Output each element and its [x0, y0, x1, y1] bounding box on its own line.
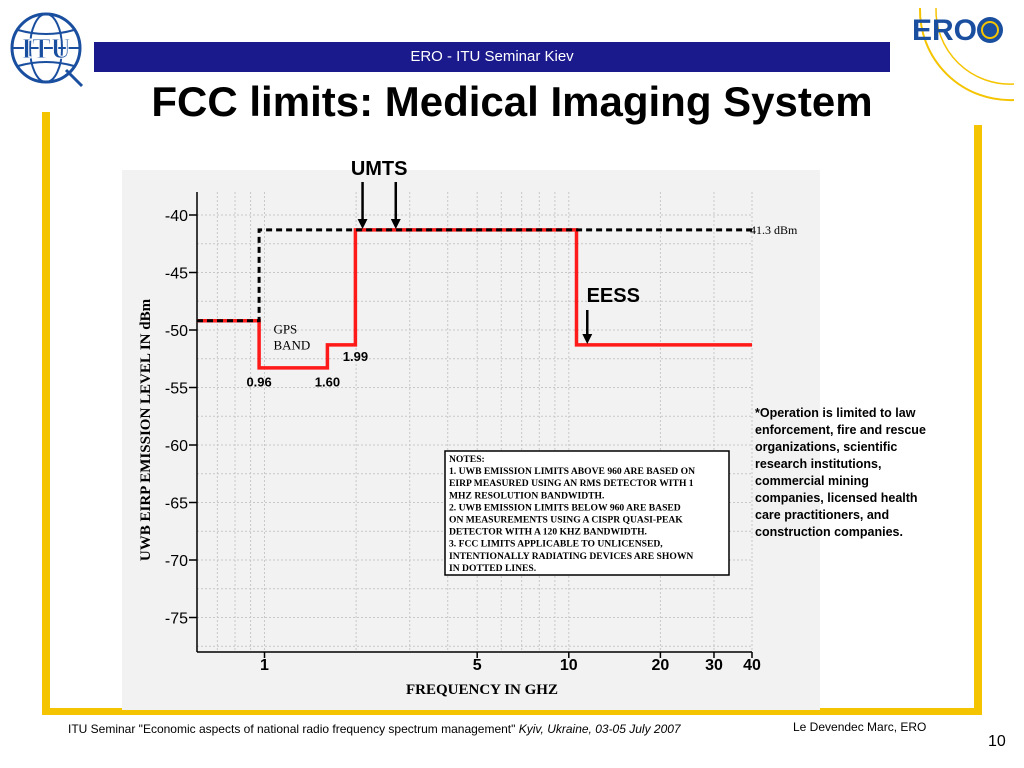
notes-box — [444, 450, 730, 576]
side-note-line: construction companies. — [755, 525, 903, 539]
x-tick-label: 40 — [743, 657, 761, 674]
umts-label: UMTS — [351, 158, 408, 180]
itu-logo: ITU — [10, 12, 84, 88]
frequency-label: 1.99 — [343, 349, 368, 364]
chart-axes: -40 -45 -50 -55 -60 -65 -70 -75 1 5 10 20 30 40 — [165, 192, 761, 674]
x-tick-label: 5 — [473, 657, 482, 674]
notes-line: EIRP MEASURED USING AN RMS DETECTOR WITH… — [449, 478, 694, 489]
side-note-line: commercial mining — [755, 474, 869, 488]
itu-logo-text: ITU — [21, 34, 71, 65]
side-note: *Operation is limited to law enforcement… — [755, 405, 960, 541]
ero-logo: ERO — [912, 7, 1015, 102]
notes-line: IN DOTTED LINES. — [449, 563, 536, 574]
x-tick-label: 30 — [705, 657, 723, 674]
x-tick-label: 20 — [652, 657, 670, 674]
x-tick-label: 10 — [560, 657, 578, 674]
frame-right-bar — [974, 125, 982, 714]
footer-seminar-title: ITU Seminar "Economic aspects of nationa… — [68, 722, 516, 736]
gps-band-label: BAND — [273, 337, 310, 352]
gps-band-label: GPS — [273, 321, 297, 336]
side-note-line: organizations, scientific — [755, 440, 898, 454]
page-number: 10 — [988, 733, 1006, 750]
ero-logo-text: ERO — [912, 14, 977, 47]
banner-text: ERO - ITU Seminar Kiev — [410, 48, 574, 65]
notes-line: 1. UWB EMISSION LIMITS ABOVE 960 ARE BAS… — [449, 466, 695, 477]
notes-line: ON MEASUREMENTS USING A CISPR QUASI-PEAK — [449, 515, 683, 526]
notes-line: NOTES: — [449, 454, 485, 465]
y-tick-label: -60 — [165, 438, 188, 455]
level-label: -41.3 dBm — [746, 223, 798, 237]
y-axis-label: UWB EIRP EMISSION LEVEL IN dBm — [138, 298, 154, 561]
side-note-line: companies, licensed health — [755, 491, 918, 505]
chart-background — [122, 170, 820, 710]
side-note-line: care practitioners, and — [755, 508, 890, 522]
page-title: FCC limits: Medical Imaging System — [151, 78, 873, 125]
y-tick-label: -65 — [165, 496, 188, 513]
notes-line: MHZ RESOLUTION BANDWIDTH. — [449, 490, 604, 501]
notes-line: INTENTIONALLY RADIATING DEVICES ARE SHOW… — [449, 551, 693, 562]
red-limit-line — [197, 228, 752, 370]
footer-seminar: ITU Seminar "Economic aspects of nationa… — [68, 722, 681, 736]
y-tick-label: -40 — [165, 208, 188, 225]
frequency-label: 0.96 — [246, 374, 271, 389]
chart-grid — [196, 192, 753, 652]
footer-location: Kyiv, Ukraine, 03-05 July 2007 — [518, 722, 681, 736]
eess-label: EESS — [587, 285, 640, 307]
side-note-line: *Operation is limited to law — [755, 406, 916, 420]
footer-author: Le Devendec Marc, ERO — [793, 720, 927, 734]
side-note-line: enforcement, fire and rescue — [755, 423, 926, 437]
x-tick-label: 1 — [260, 657, 269, 674]
notes-line: DETECTOR WITH A 120 KHZ BANDWIDTH. — [449, 527, 647, 538]
dashed-limit-line — [197, 228, 752, 323]
y-tick-label: -75 — [165, 611, 188, 628]
y-tick-label: -70 — [165, 553, 188, 570]
y-tick-label: -55 — [165, 381, 188, 398]
y-tick-label: -45 — [165, 266, 188, 283]
notes-line: 3. FCC LIMITS APPLICABLE TO UNLICENSED, — [449, 539, 663, 550]
frequency-label: 1.60 — [315, 374, 340, 389]
y-tick-label: -50 — [165, 323, 188, 340]
notes-line: 2. UWB EMISSION LIMITS BELOW 960 ARE BAS… — [449, 502, 681, 513]
frame-left-bar — [42, 112, 50, 714]
frame-bottom-bar — [42, 708, 982, 715]
side-note-line: research institutions, — [755, 457, 882, 471]
chart-series — [197, 228, 752, 370]
header-banner — [94, 42, 890, 72]
x-axis-label: FREQUENCY IN GHZ — [406, 682, 558, 698]
